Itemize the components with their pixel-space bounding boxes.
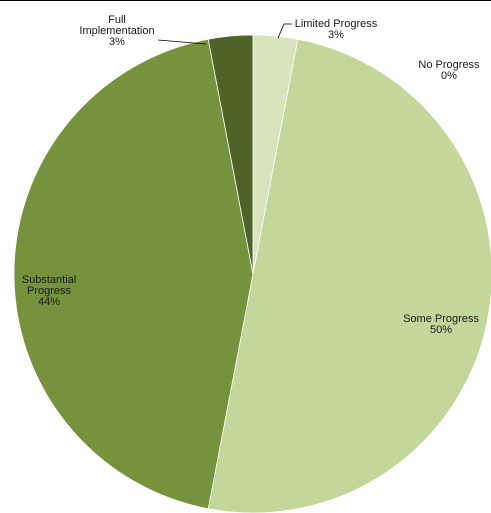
label-full-implementation: Full Implementation 3%	[79, 14, 154, 48]
leader-limited-progress	[277, 23, 292, 39]
label-some-progress: Some Progress 50%	[403, 313, 479, 336]
slice-substantial-progress	[13, 38, 254, 510]
slice-labels: Limited Progress 3% No Progress 0% Some Prog…	[22, 14, 480, 336]
label-no-progress: No Progress 0%	[418, 59, 480, 82]
slice-some-progress	[207, 38, 491, 513]
label-substantial-progress: Substantial Progress 44%	[22, 274, 76, 308]
label-limited-progress: Limited Progress 3%	[295, 18, 378, 41]
slice-full-implementation	[207, 34, 254, 275]
top-border-line	[0, 0, 491, 1]
label-leader-lines	[157, 23, 292, 45]
leader-full-implementation	[157, 39, 207, 45]
pie-slices	[13, 34, 491, 513]
